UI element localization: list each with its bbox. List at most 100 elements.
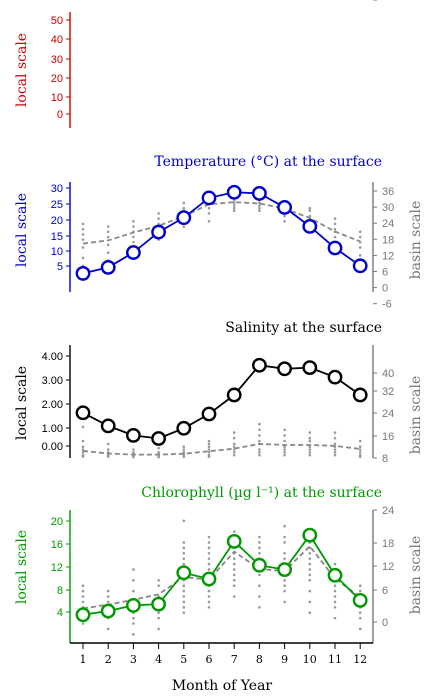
basin-point xyxy=(81,589,85,593)
left-axis-label: local scale xyxy=(14,366,30,440)
basin-point xyxy=(333,589,337,593)
basin-point xyxy=(358,453,362,457)
basin-point xyxy=(258,204,261,207)
basin-point xyxy=(106,448,110,451)
local-point xyxy=(176,420,192,436)
local-point xyxy=(75,607,91,623)
local-point xyxy=(277,361,292,377)
basin-point xyxy=(258,422,261,426)
basin-point xyxy=(132,235,135,239)
basin-point xyxy=(232,573,236,577)
basin-point xyxy=(258,439,261,443)
basin-point xyxy=(333,584,337,587)
local-point xyxy=(352,592,368,608)
left-tick-label: 20 xyxy=(51,516,63,528)
right-tick-label: 16 xyxy=(382,431,394,443)
basin-point xyxy=(258,541,261,544)
local-series-line xyxy=(82,191,361,275)
basin-point xyxy=(182,600,186,604)
basin-point xyxy=(308,436,312,440)
local-point xyxy=(277,562,292,577)
basin-point xyxy=(283,428,286,432)
panel-salinity: 4.00 3.00 2.00 1.00 0.00 local scale Salinity … xyxy=(14,0,424,465)
local-point xyxy=(176,565,192,581)
basin-point xyxy=(182,519,186,523)
basin-point xyxy=(258,546,261,550)
basin-point xyxy=(358,627,362,631)
basin-point xyxy=(283,524,286,528)
basin-point xyxy=(207,557,211,560)
local-point xyxy=(151,224,167,240)
basin-point xyxy=(81,233,85,236)
x-tick-label: 3 xyxy=(130,653,137,666)
basin-point xyxy=(232,204,236,207)
basin-point xyxy=(106,235,110,239)
panel-title: Temperature (°C) at the surface xyxy=(154,154,382,170)
right-tick-label: 40 xyxy=(382,368,394,380)
basin-point xyxy=(207,568,211,571)
basin-point xyxy=(232,578,236,582)
basin-point xyxy=(157,584,160,587)
local-point xyxy=(100,259,116,275)
basin-point xyxy=(157,222,160,226)
x-tick-label: 4 xyxy=(155,653,162,666)
basin-point xyxy=(333,451,337,454)
basin-point xyxy=(132,622,135,625)
basin-point xyxy=(81,246,85,249)
basin-point xyxy=(232,445,236,449)
basin-point xyxy=(333,436,337,440)
basin-point xyxy=(106,595,110,598)
basin-point xyxy=(132,633,135,636)
basin-point xyxy=(81,222,85,226)
basin-point xyxy=(182,448,186,451)
right-tick-label: 6 xyxy=(382,585,388,597)
local-point xyxy=(100,418,116,434)
basin-point xyxy=(333,595,337,598)
basin-point xyxy=(258,535,261,539)
left-tick-label: 30 xyxy=(51,183,63,195)
basin-point xyxy=(333,227,337,231)
local-point xyxy=(302,527,318,543)
basin-point xyxy=(358,230,362,234)
basin-point xyxy=(358,584,362,587)
left-tick-label: 0 xyxy=(57,109,63,121)
basin-point xyxy=(258,573,261,577)
basin-point xyxy=(182,595,186,598)
basin-point xyxy=(132,616,135,620)
left-tick-label: 2.00 xyxy=(42,399,63,411)
basin-point xyxy=(182,611,186,615)
basin-point xyxy=(283,445,286,449)
local-point xyxy=(75,405,91,421)
basin-point xyxy=(258,209,261,213)
left-tick-label: 5 xyxy=(57,261,63,273)
basin-point xyxy=(182,562,186,566)
local-point xyxy=(125,427,141,443)
basin-point xyxy=(207,589,211,593)
basin-point xyxy=(232,584,236,587)
basin-point xyxy=(333,448,337,451)
basin-point xyxy=(258,453,261,457)
basin-point xyxy=(358,439,362,443)
basin-point xyxy=(258,448,261,451)
basin-point xyxy=(182,541,186,544)
panel-title: Chlorophyll (µg l⁻¹) at the surface xyxy=(141,485,382,501)
x-tick-label: 10 xyxy=(303,653,317,666)
basin-point xyxy=(333,453,337,457)
left-tick-label: 15 xyxy=(51,231,63,243)
local-point xyxy=(75,266,91,281)
basin-point xyxy=(232,562,236,566)
left-tick-label: 8 xyxy=(57,585,63,597)
right-tick-label: 24 xyxy=(382,505,394,517)
right-tick-label: 12 xyxy=(382,561,394,573)
x-tick-label: 5 xyxy=(180,653,187,666)
right-tick-label: 0 xyxy=(382,617,388,629)
basin-point xyxy=(283,589,286,593)
x-tick-label: 8 xyxy=(256,653,263,666)
left-tick-label: 20 xyxy=(51,73,63,85)
local-point xyxy=(277,200,292,215)
left-axis-label: local scale xyxy=(14,33,30,107)
right-tick-label: 24 xyxy=(382,218,394,230)
basin-point xyxy=(358,254,362,257)
basin-point xyxy=(333,562,337,566)
local-point xyxy=(151,596,167,612)
